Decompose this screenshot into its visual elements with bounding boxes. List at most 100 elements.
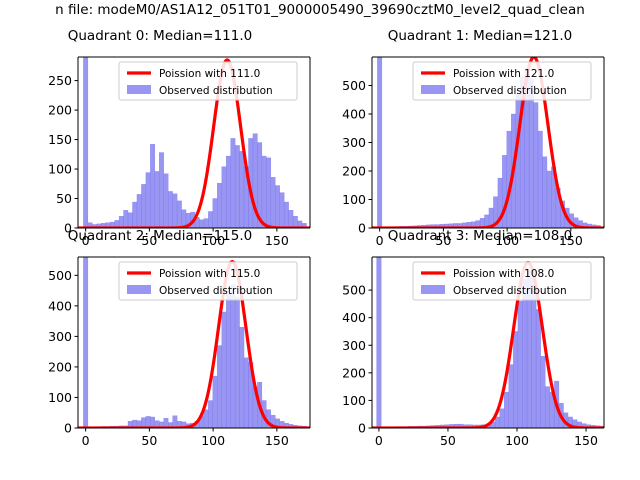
- histogram-bar: [494, 416, 500, 428]
- histogram-bar: [275, 185, 280, 228]
- legend-swatch-observed: [421, 285, 445, 294]
- quadrant-2-axes: 0 100 200 300 400 500 0 50 100 150 Poission with 1…: [48, 256, 311, 448]
- quadrant-2-fit-curve: [78, 259, 310, 428]
- histogram-bar: [141, 184, 147, 228]
- histogram-bar: [542, 156, 548, 228]
- x-tick-label: 150: [559, 233, 583, 248]
- legend-box: [118, 261, 298, 301]
- quadrant-0-spines: [77, 56, 311, 229]
- histogram-bar: [261, 155, 267, 228]
- histogram-bar: [502, 155, 508, 228]
- histogram-bar: [522, 278, 528, 428]
- histogram-bar: [127, 212, 133, 228]
- quadrant-3-histogram: [376, 257, 604, 428]
- y-tick-label: 100: [342, 393, 366, 408]
- histogram-bar: [217, 182, 222, 228]
- y-tick-label: 300: [48, 329, 72, 344]
- histogram-bar: [533, 102, 539, 228]
- histogram-bar: [545, 386, 550, 428]
- legend-box: [118, 61, 298, 101]
- x-tick-label: 100: [505, 433, 529, 448]
- histogram-bar: [535, 309, 541, 428]
- histogram-bar: [136, 194, 142, 228]
- histogram-bar: [172, 193, 178, 228]
- histogram-bar: [546, 170, 552, 228]
- histogram-bar: [230, 284, 236, 428]
- y-tick-label: 0: [64, 221, 72, 236]
- histogram-bar: [234, 296, 240, 428]
- legend-box: [412, 61, 592, 101]
- quadrant-0-y-axis: 0 50 100 150 200 250: [48, 73, 78, 236]
- histogram-bar: [212, 375, 218, 428]
- histogram-bar: [123, 210, 129, 228]
- y-tick-label: 200: [342, 365, 366, 380]
- legend-swatch-observed: [421, 85, 445, 94]
- histogram-bar: [159, 152, 164, 228]
- quadrant-0-fit-curve: [78, 58, 310, 228]
- y-tick-label: 0: [358, 421, 366, 436]
- histogram-bar: [118, 216, 124, 228]
- histogram-bar: [199, 219, 205, 228]
- histogram-bar: [283, 201, 289, 228]
- histogram-bar: [292, 216, 298, 228]
- legend-label-fit: Poission with 121.0: [453, 68, 554, 80]
- quadrant-3-axes: 0 100 200 300 400 500 0 50 100 150 Poission with 1…: [342, 256, 605, 448]
- histogram-bar: [504, 391, 509, 428]
- histogram-bar: [208, 400, 214, 428]
- subplot-quadrant-2: Quadrant 2: Median=115.0 0 100 200 300 400 500…: [0, 228, 320, 448]
- histogram-bar: [376, 257, 382, 428]
- legend-label-fit: Poission with 115.0: [159, 268, 260, 280]
- quadrant-0-histogram: [83, 57, 307, 228]
- legend-swatch-observed: [127, 285, 151, 294]
- poisson-fit-line: [372, 57, 604, 228]
- y-tick-label: 500: [342, 283, 366, 298]
- histogram-bar: [243, 357, 249, 428]
- y-tick-label: 300: [342, 338, 366, 353]
- quadrant-0-x-axis: 0 50 100 150: [82, 228, 289, 248]
- subplot-quadrant-1: Quadrant 1: Median=121.0 0 100 200 300 400 500…: [320, 28, 640, 248]
- y-tick-label: 500: [342, 78, 366, 93]
- legend-swatch-observed: [127, 85, 151, 94]
- histogram-bar: [132, 201, 138, 228]
- histogram-bar: [221, 311, 227, 428]
- y-tick-label: 150: [48, 132, 72, 147]
- histogram-bar: [301, 223, 307, 228]
- quadrant-2-legend: Poission with 115.0 Observed distribution: [118, 261, 298, 301]
- y-tick-label: 200: [48, 103, 72, 118]
- quadrant-2-y-axis: 0 100 200 300 400 500: [48, 268, 78, 436]
- quadrant-1-title: Quadrant 1: Median=121.0: [387, 28, 573, 44]
- x-tick-label: 100: [201, 433, 225, 448]
- y-tick-label: 0: [64, 421, 72, 436]
- histogram-bar: [203, 409, 209, 428]
- histogram-bar: [83, 257, 89, 428]
- subplot-quadrant-3: Quadrant 3: Median=108.0 0 100 200 300 400 500…: [320, 228, 640, 448]
- histogram-bar: [217, 345, 222, 428]
- histogram-bar: [528, 78, 534, 228]
- quadrant-3-spines: [371, 256, 605, 429]
- histogram-bar: [266, 157, 272, 228]
- legend-label-observed: Observed distribution: [453, 85, 567, 97]
- subplot-quadrant-0: Quadrant 0: Median=111.0 0 50 100 150 200 250 0…: [0, 28, 320, 248]
- histogram-bar: [234, 145, 240, 228]
- y-tick-label: 200: [48, 359, 72, 374]
- quadrant-1-y-axis: 0 100 200 300 400 500: [342, 78, 372, 236]
- poisson-fit-line: [78, 259, 310, 428]
- quadrant-1-axes: 0 100 200 300 400 500 0 50 100 150 Poission with 1…: [342, 56, 605, 248]
- legend-box: [412, 261, 592, 301]
- quadrant-2-x-axis: 0 50 100 150: [82, 428, 289, 448]
- y-tick-label: 100: [48, 390, 72, 405]
- x-tick-label: 50: [435, 233, 451, 248]
- histogram-bar: [83, 57, 89, 228]
- figure-suptitle-text: n file: modeM0/AS1A12_051T01_9000005490_…: [55, 2, 585, 18]
- x-tick-label: 50: [141, 433, 157, 448]
- legend-label-observed: Observed distribution: [453, 285, 567, 297]
- histogram-bar: [167, 191, 173, 228]
- histogram-bar: [377, 57, 383, 228]
- histogram-bar: [145, 416, 151, 428]
- x-tick-label: 50: [440, 433, 456, 448]
- legend-label-observed: Observed distribution: [159, 285, 273, 297]
- x-tick-label: 100: [201, 233, 225, 248]
- y-tick-label: 400: [342, 310, 366, 325]
- histogram-bar: [279, 192, 285, 228]
